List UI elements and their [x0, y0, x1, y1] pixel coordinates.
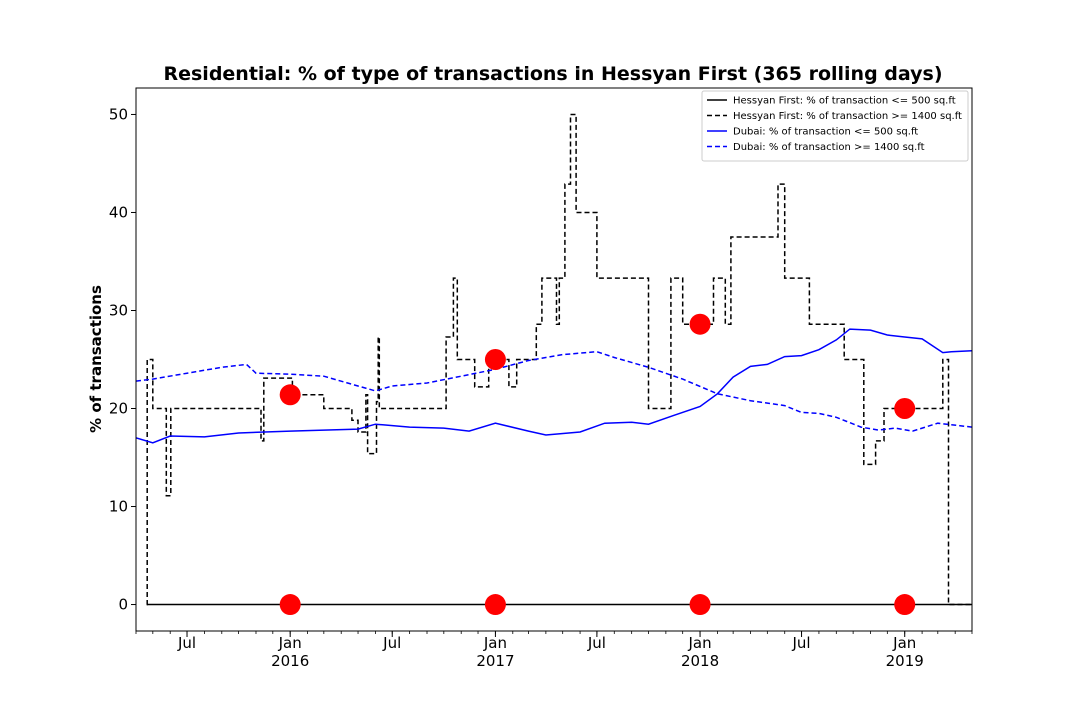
legend-label-1: Hessyan First: % of transaction <= 500 s… [733, 96, 956, 107]
x-tick-label: Jul [587, 634, 606, 652]
y-axis: 0 10 20 30 40 50 [109, 105, 136, 614]
series-line-2 [146, 113, 972, 606]
red-marker-3 [484, 349, 506, 370]
x-tick-label: Jan [278, 634, 302, 652]
plot-frame [135, 87, 973, 632]
legend: Hessyan First: % of transaction <= 500 s… [701, 90, 969, 162]
x-tick-label: Jul [177, 634, 196, 652]
red-marker-4 [484, 594, 506, 616]
y-tick-label: 0 [118, 596, 128, 614]
x-tick-year-label: 2017 [476, 652, 514, 670]
y-tick-label: 30 [109, 301, 128, 319]
y-tick-label: 10 [109, 498, 128, 516]
legend-box [701, 90, 969, 162]
series-line-3 [136, 328, 972, 444]
y-tick-label: 50 [109, 105, 128, 123]
x-tick-label: Jan [892, 634, 916, 652]
plot-area [135, 87, 973, 632]
legend-label-3: Dubai: % of transaction <= 500 sq.ft [733, 127, 918, 138]
legend-label-4: Dubai: % of transaction >= 1400 sq.ft [733, 142, 925, 153]
y-tick-label: 20 [109, 400, 128, 418]
x-tick-label: Jul [791, 634, 810, 652]
red-marker-6 [689, 594, 711, 616]
x-tick-label: Jan [483, 634, 507, 652]
red-marker-2 [279, 594, 301, 616]
x-tick-label: Jan [687, 634, 711, 652]
x-tick-year-label: 2018 [681, 652, 719, 670]
x-tick-year-label: 2016 [271, 652, 309, 670]
red-marker-7 [894, 398, 916, 420]
y-tick-label: 40 [109, 203, 128, 221]
chart-title: Residential: % of type of transactions i… [163, 63, 942, 85]
series-line-4 [136, 350, 972, 432]
x-tick-label: Jul [382, 634, 401, 652]
y-axis-label: % of transactions [87, 285, 105, 433]
x-tick-year-label: 2019 [886, 652, 924, 670]
red-marker-8 [894, 594, 916, 616]
red-marker-1 [279, 384, 301, 406]
legend-label-2: Hessyan First: % of transaction >= 1400 … [733, 111, 962, 122]
red-marker-5 [689, 313, 711, 335]
